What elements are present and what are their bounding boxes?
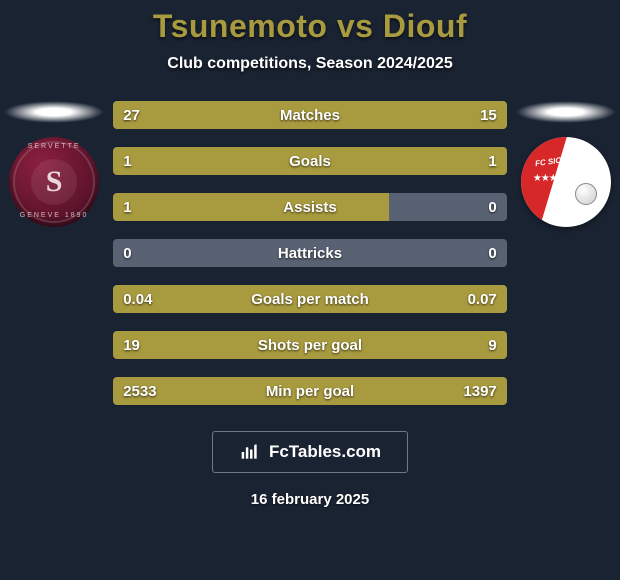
brand-footer[interactable]: FcTables.com <box>212 431 408 473</box>
stat-value-left: 0.04 <box>123 291 152 308</box>
stat-value-left: 0 <box>123 245 131 262</box>
stat-value-right: 0 <box>488 199 496 216</box>
stat-row: 27 Matches 15 <box>113 101 507 129</box>
bar-chart-icon <box>239 442 261 462</box>
badge-ring-bottom: GENEVE 1890 <box>20 212 89 219</box>
main-row: SERVETTE GENEVE 1890 S 27 Matches 15 1 Goals… <box>0 101 620 405</box>
stat-fill-left <box>113 147 310 175</box>
comparison-card: Tsunemoto vs Diouf Club competitions, Se… <box>0 0 620 580</box>
stat-row: 1 Goals 1 <box>113 147 507 175</box>
stat-row: 0 Hattricks 0 <box>113 239 507 267</box>
stat-value-left: 2533 <box>123 383 156 400</box>
badge-ring-text: SERVETTE GENEVE 1890 <box>9 137 99 227</box>
stats-column: 27 Matches 15 1 Goals 1 1 Assists 0 0 Hattricks 0 0.… <box>113 101 507 405</box>
stat-value-right: 0.07 <box>468 291 497 308</box>
club-badge-servette[interactable]: SERVETTE GENEVE 1890 S <box>9 137 99 227</box>
stat-fill-right <box>310 147 507 175</box>
badge-ball-icon <box>575 183 597 205</box>
date-text: 16 february 2025 <box>251 491 369 508</box>
stat-row: 2533 Min per goal 1397 <box>113 377 507 405</box>
spotlight-ellipse-left <box>4 101 104 123</box>
stat-value-right: 1397 <box>463 383 496 400</box>
stat-row: 0.04 Goals per match 0.07 <box>113 285 507 313</box>
stat-value-left: 1 <box>123 199 131 216</box>
stat-label: Min per goal <box>266 383 354 400</box>
stat-row: 19 Shots per goal 9 <box>113 331 507 359</box>
stat-value-right: 9 <box>488 337 496 354</box>
spotlight-ellipse-right <box>516 101 616 123</box>
page-title: Tsunemoto vs Diouf <box>153 8 467 45</box>
stat-label: Goals <box>289 153 331 170</box>
stat-value-left: 27 <box>123 107 140 124</box>
stat-label: Hattricks <box>278 245 342 262</box>
stat-label: Matches <box>280 107 340 124</box>
club-badge-sion[interactable]: FC SION ★★★★ <box>521 137 611 227</box>
right-club-column: FC SION ★★★★ <box>512 101 620 227</box>
stat-fill-left <box>113 193 388 221</box>
season-subtitle: Club competitions, Season 2024/2025 <box>167 55 452 73</box>
stat-value-right: 1 <box>488 153 496 170</box>
stat-value-left: 1 <box>123 153 131 170</box>
left-club-column: SERVETTE GENEVE 1890 S <box>0 101 108 227</box>
stat-value-right: 0 <box>488 245 496 262</box>
stat-row: 1 Assists 0 <box>113 193 507 221</box>
stat-value-right: 15 <box>480 107 497 124</box>
badge-stars: ★★★★ <box>533 173 565 184</box>
stat-label: Shots per goal <box>258 337 362 354</box>
stat-value-left: 19 <box>123 337 140 354</box>
brand-text: FcTables.com <box>269 442 381 462</box>
badge-ring-top: SERVETTE <box>28 143 81 150</box>
stat-label: Assists <box>283 199 336 216</box>
stat-label: Goals per match <box>251 291 369 308</box>
